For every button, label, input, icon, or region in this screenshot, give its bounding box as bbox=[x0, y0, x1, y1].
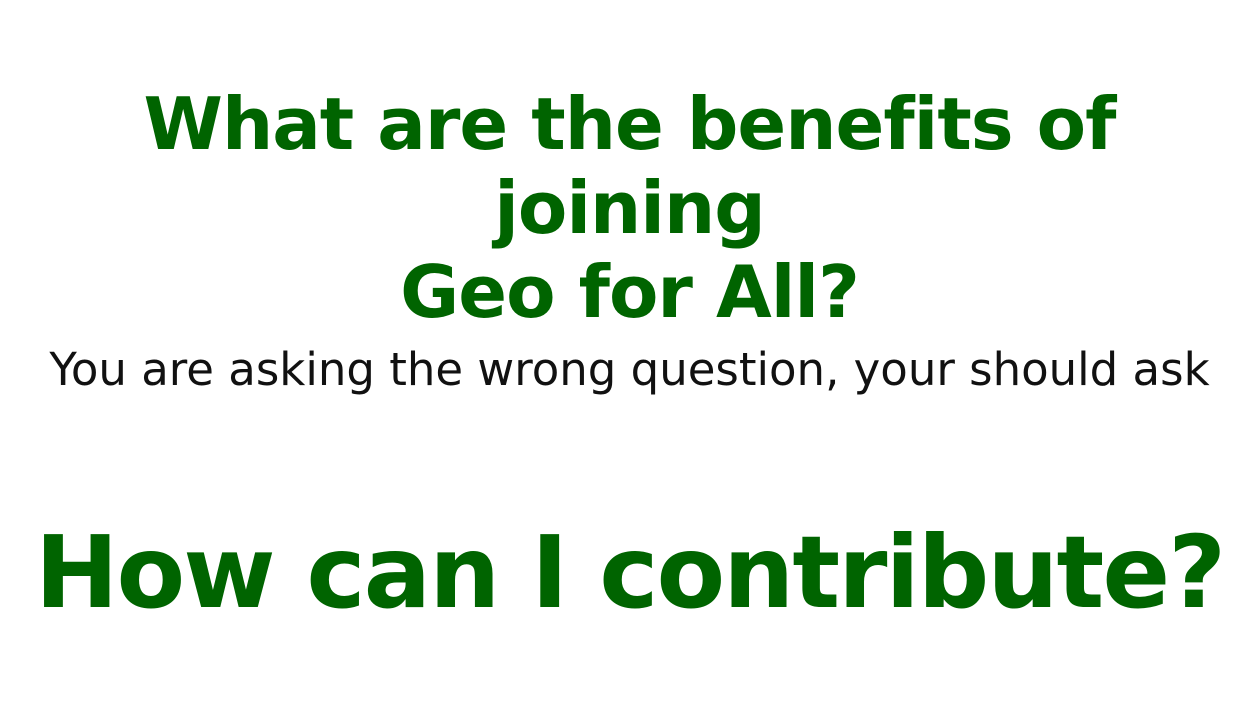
slide-title-line-2: Geo for All? bbox=[400, 250, 860, 334]
slide-subtext: You are asking the wrong question, your … bbox=[49, 343, 1210, 396]
slide-title-line-1: What are the benefits of joining bbox=[143, 82, 1117, 250]
slide-title: What are the benefits of joining Geo for… bbox=[0, 82, 1259, 334]
slide-callout: How can I contribute? bbox=[34, 514, 1226, 631]
